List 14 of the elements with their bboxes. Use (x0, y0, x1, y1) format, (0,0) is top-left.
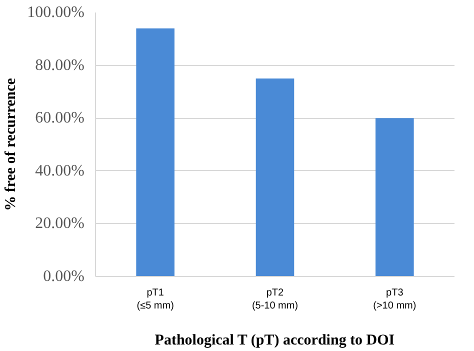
y-tick-label: 40.00% (35, 162, 84, 180)
y-axis-title: % free of recurrence (3, 78, 20, 211)
y-tick-label: 60.00% (35, 110, 84, 127)
y-tick-label: 100.00% (27, 4, 84, 21)
x-tick-label: pT1 (≤5 mm) (136, 288, 174, 312)
x-tick-label: pT2 (5-10 mm) (252, 288, 298, 312)
y-tick-label: 20.00% (35, 215, 84, 232)
x-axis-title: Pathological T (pT) according to DOI (154, 332, 395, 349)
x-tick-label: pT3 (>10 mm) (373, 288, 416, 312)
y-tick-label: 80.00% (35, 56, 84, 74)
bar (376, 118, 414, 276)
bar (136, 28, 174, 276)
bar (256, 78, 294, 276)
y-tick-label: 0.00% (43, 268, 84, 285)
